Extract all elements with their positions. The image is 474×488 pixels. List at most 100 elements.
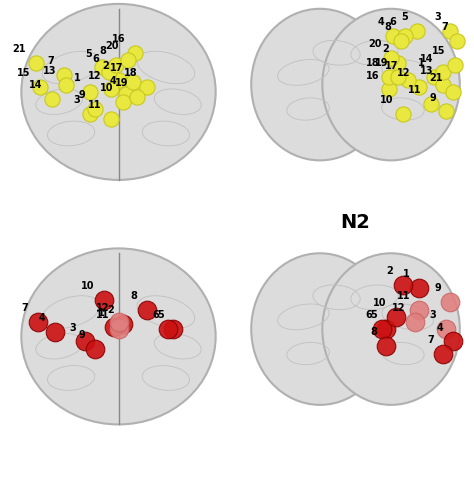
Text: 13: 13: [420, 66, 434, 76]
Point: [164, 325, 172, 333]
Text: 1: 1: [98, 307, 104, 317]
Point: [416, 84, 423, 92]
Text: 2: 2: [107, 305, 114, 315]
Point: [401, 33, 409, 41]
Text: 12: 12: [96, 303, 109, 312]
Ellipse shape: [251, 10, 389, 161]
Text: 3: 3: [434, 12, 441, 22]
Point: [108, 86, 115, 94]
Text: 21: 21: [430, 73, 443, 83]
Text: 5: 5: [370, 310, 377, 320]
Text: 16: 16: [366, 71, 379, 81]
Text: 2: 2: [102, 61, 109, 71]
Text: N2: N2: [340, 213, 371, 232]
Text: 9: 9: [79, 329, 85, 339]
Ellipse shape: [322, 10, 460, 161]
Point: [442, 108, 449, 116]
Text: 15: 15: [18, 68, 31, 78]
Text: 1: 1: [418, 59, 424, 68]
Point: [143, 306, 151, 314]
Text: 7: 7: [441, 22, 448, 32]
Point: [378, 325, 385, 333]
Text: 19: 19: [375, 59, 389, 68]
Text: 3: 3: [429, 310, 436, 320]
Text: 3: 3: [69, 322, 76, 332]
Point: [390, 33, 397, 41]
Point: [430, 74, 438, 82]
Point: [416, 306, 423, 314]
Text: 5: 5: [157, 310, 164, 320]
Point: [134, 94, 141, 102]
Text: 20: 20: [368, 39, 382, 49]
Point: [449, 89, 456, 97]
Text: 4: 4: [38, 312, 45, 322]
Point: [98, 64, 106, 72]
Point: [115, 325, 122, 333]
Text: 14: 14: [29, 81, 43, 90]
Text: 12: 12: [392, 303, 405, 312]
Text: 1: 1: [74, 73, 81, 83]
Text: 18: 18: [365, 59, 379, 68]
Point: [383, 325, 390, 333]
Text: 13: 13: [44, 66, 57, 76]
Point: [51, 328, 58, 336]
Text: 8: 8: [384, 22, 391, 32]
Text: 4: 4: [437, 322, 443, 332]
Point: [392, 313, 400, 321]
Point: [48, 96, 56, 104]
Point: [428, 101, 435, 109]
Text: 2: 2: [387, 266, 393, 276]
Text: 10: 10: [82, 281, 95, 290]
Point: [413, 28, 421, 36]
Point: [394, 60, 402, 67]
Point: [387, 55, 395, 62]
Text: 12: 12: [89, 71, 102, 81]
Point: [119, 99, 127, 106]
Point: [63, 81, 70, 89]
Point: [86, 89, 94, 97]
Text: 17: 17: [110, 63, 123, 73]
Point: [82, 338, 89, 346]
Text: 7: 7: [48, 56, 55, 66]
Point: [112, 62, 120, 70]
Ellipse shape: [251, 254, 389, 405]
Point: [454, 38, 461, 45]
Text: 16: 16: [112, 34, 126, 44]
Point: [86, 111, 94, 119]
Text: 6: 6: [152, 310, 159, 320]
Point: [442, 325, 449, 333]
Point: [100, 296, 108, 304]
Text: 14: 14: [420, 54, 434, 63]
Text: 11: 11: [409, 85, 422, 95]
Point: [394, 74, 402, 82]
Text: 8: 8: [100, 46, 107, 56]
Point: [411, 318, 419, 326]
Text: 21: 21: [13, 44, 26, 54]
Text: 15: 15: [432, 46, 446, 56]
Point: [439, 69, 447, 77]
Point: [34, 318, 42, 326]
Point: [129, 79, 137, 87]
Point: [91, 106, 99, 114]
Text: 7: 7: [427, 334, 434, 344]
Point: [447, 28, 454, 36]
Point: [32, 60, 39, 67]
Point: [122, 91, 129, 99]
Text: 10: 10: [100, 83, 114, 93]
Text: 6: 6: [365, 310, 372, 320]
Text: 4: 4: [109, 76, 116, 85]
Point: [385, 86, 392, 94]
Point: [169, 325, 177, 333]
Point: [399, 282, 407, 289]
Point: [447, 299, 454, 306]
Text: 2: 2: [382, 44, 389, 54]
Text: 4: 4: [377, 17, 384, 27]
Ellipse shape: [322, 254, 460, 405]
Point: [439, 350, 447, 358]
Point: [397, 38, 404, 45]
Text: 18: 18: [124, 68, 137, 78]
Text: 5: 5: [401, 12, 408, 22]
Point: [119, 321, 127, 328]
Point: [105, 69, 113, 77]
Text: 17: 17: [385, 61, 398, 71]
